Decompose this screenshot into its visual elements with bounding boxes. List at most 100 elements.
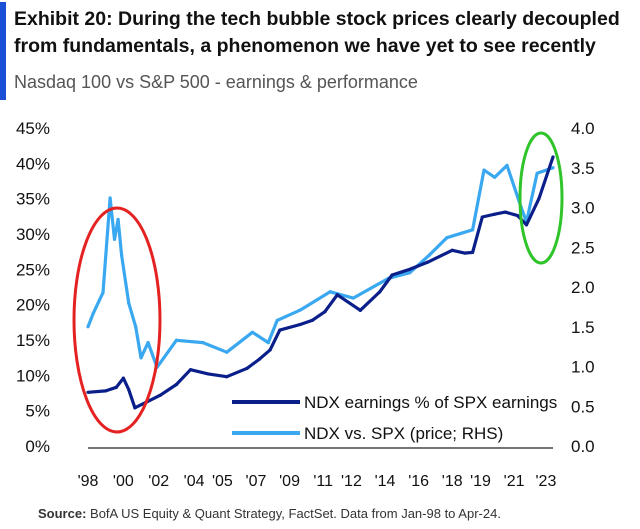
- data-point-earnings: [450, 248, 454, 252]
- x-tick-label: '16: [408, 473, 429, 490]
- data-point-price: [535, 171, 539, 175]
- data-point-price: [201, 341, 205, 345]
- data-point-price: [427, 253, 431, 257]
- data-point-earnings: [114, 385, 118, 389]
- data-point-price: [127, 301, 131, 305]
- data-point-price: [351, 296, 355, 300]
- y-tick-label: 0%: [25, 437, 50, 456]
- data-point-price: [108, 196, 112, 200]
- y2-tick-label: 3.0: [571, 199, 595, 218]
- data-point-price: [445, 236, 449, 240]
- data-point-earnings: [378, 290, 382, 294]
- data-point-price: [101, 290, 105, 295]
- data-point-price: [408, 271, 412, 275]
- data-point-earnings: [278, 328, 282, 332]
- data-point-earnings: [298, 322, 302, 327]
- highlight-ellipse-bubble: [72, 206, 162, 434]
- data-point-price: [146, 341, 150, 345]
- data-point-price: [505, 163, 509, 167]
- data-point-price: [551, 166, 555, 170]
- x-tick-label: '23: [535, 473, 556, 490]
- data-point-price: [328, 290, 332, 294]
- data-point-earnings: [524, 223, 529, 227]
- data-point-price: [250, 330, 255, 334]
- data-point-earnings: [104, 389, 108, 393]
- x-tick-label: '21: [504, 473, 525, 490]
- data-point-price: [298, 308, 302, 312]
- source-text: BofA US Equity & Quant Strategy, FactSet…: [90, 506, 501, 521]
- chart-subtitle: Nasdaq 100 vs S&P 500 - earnings & perfo…: [14, 72, 418, 92]
- x-tick-label: '00: [113, 473, 134, 490]
- source-label: Source:: [38, 506, 87, 521]
- data-point-earnings: [225, 375, 229, 379]
- y-tick-label: 45%: [16, 119, 50, 138]
- data-point-price: [91, 311, 95, 315]
- data-point-earnings: [390, 273, 394, 277]
- data-point-price: [134, 325, 138, 329]
- data-point-price: [112, 237, 117, 241]
- y2-tick-label: 1.0: [571, 358, 595, 377]
- data-point-earnings: [470, 250, 475, 254]
- y-tick-label: 25%: [16, 260, 50, 279]
- series-line-price: [86, 163, 554, 369]
- x-tick-label: '02: [148, 473, 169, 490]
- data-point-earnings: [268, 348, 272, 352]
- x-tick-label: '04: [184, 473, 205, 490]
- y-tick-label: 40%: [16, 154, 50, 173]
- data-point-earnings: [408, 267, 412, 271]
- data-point-earnings: [174, 382, 179, 387]
- y2-tick-label: 0.5: [571, 397, 595, 416]
- data-point-earnings: [503, 210, 507, 214]
- data-point-price: [119, 253, 124, 257]
- data-point-earnings: [462, 251, 467, 255]
- legend-label: NDX vs. SPX (price; RHS): [304, 424, 503, 443]
- data-point-price: [174, 338, 179, 342]
- legend-label: NDX earnings % of SPX earnings: [304, 393, 557, 412]
- data-point-price: [470, 228, 475, 232]
- y-tick-label: 15%: [16, 331, 50, 350]
- data-point-price: [116, 217, 120, 222]
- data-point-price: [225, 350, 229, 354]
- x-tick-label: '19: [470, 473, 491, 490]
- y2-tick-label: 1.5: [571, 318, 595, 337]
- data-point-earnings: [425, 260, 430, 264]
- y-tick-label: 5%: [25, 402, 50, 421]
- data-point-earnings: [133, 406, 137, 410]
- y-tick-label: 10%: [16, 366, 50, 385]
- accent-bar: [0, 2, 6, 100]
- data-point-price: [266, 341, 270, 345]
- data-point-earnings: [188, 368, 193, 372]
- y2-tick-label: 0.0: [571, 437, 595, 456]
- y-tick-label: 20%: [16, 296, 50, 315]
- data-point-earnings: [86, 390, 90, 394]
- data-point-price: [493, 175, 497, 179]
- data-point-earnings: [245, 366, 249, 370]
- data-point-earnings: [206, 372, 210, 376]
- data-point-earnings: [257, 357, 262, 361]
- data-point-price: [275, 318, 279, 322]
- x-tick-label: '07: [246, 473, 267, 490]
- y2-tick-label: 2.0: [571, 278, 595, 297]
- data-point-earnings: [335, 293, 339, 297]
- x-tick-label: '14: [375, 473, 396, 490]
- data-point-price: [86, 325, 90, 329]
- data-point-earnings: [158, 393, 163, 397]
- x-tick-label: '09: [279, 473, 300, 490]
- x-tick-label: '18: [442, 473, 463, 490]
- x-tick-label: '98: [78, 473, 99, 490]
- y-tick-label: 35%: [16, 190, 50, 209]
- data-point-earnings: [537, 197, 541, 201]
- y2-tick-label: 4.0: [571, 119, 595, 138]
- highlight-ellipse-recent: [518, 131, 564, 265]
- y-tick-label: 30%: [16, 225, 50, 244]
- data-point-earnings: [127, 387, 131, 392]
- y2-tick-label: 2.5: [571, 238, 595, 257]
- data-point-earnings: [358, 308, 362, 312]
- data-point-earnings: [310, 318, 315, 322]
- data-point-price: [139, 356, 143, 360]
- y2-tick-label: 3.5: [571, 159, 595, 178]
- data-point-earnings: [493, 212, 497, 216]
- x-tick-label: '05: [212, 473, 233, 490]
